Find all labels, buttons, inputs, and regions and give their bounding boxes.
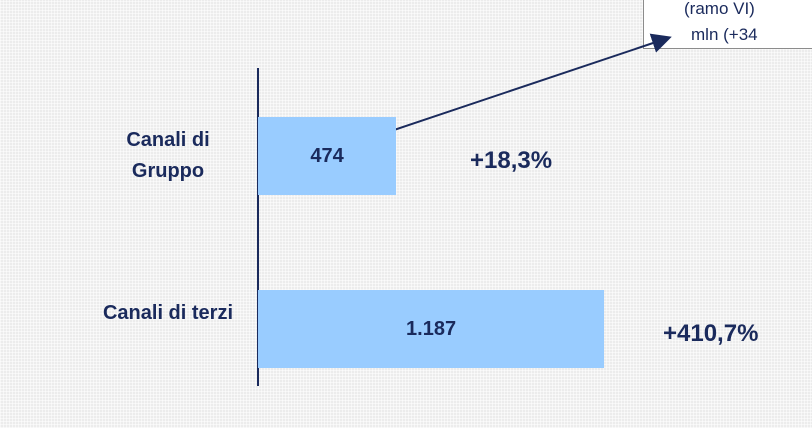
- callout-text: mln (+34: [691, 25, 758, 44]
- growth-label: +410,7%: [663, 320, 759, 347]
- callout-text: (ramo VI): [684, 0, 755, 18]
- category-label: Canali di terzi: [102, 302, 234, 324]
- bar: 1.187: [258, 290, 605, 368]
- bar: 474: [258, 117, 397, 195]
- callout-arrow: [387, 33, 672, 133]
- value-label: 474: [310, 144, 344, 167]
- value-label: 1.187: [406, 317, 457, 340]
- category-label: Canali di Gruppo: [126, 129, 210, 182]
- growth-label: +18,3%: [470, 147, 553, 174]
